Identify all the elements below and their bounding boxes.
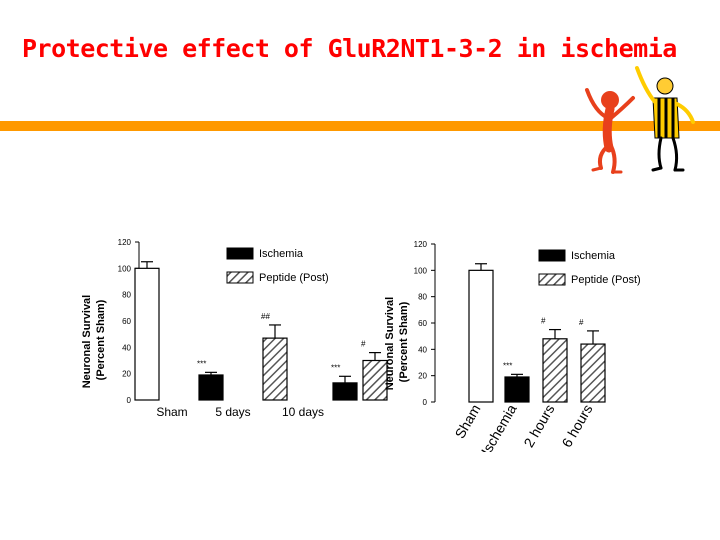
y-axis-label: Neuronal Survival (Percent Sham): [81, 292, 107, 389]
legend-swatch: [226, 247, 254, 260]
significance-mark: ***: [503, 361, 512, 370]
x-tick-label: 10 days: [282, 405, 324, 419]
y-tick-label: 20: [418, 372, 427, 381]
bar: [580, 343, 606, 403]
chart-5-10-days: Neuronal Survival (Percent Sham) 0 20 40 60…: [81, 238, 388, 419]
significance-mark: ***: [331, 363, 340, 372]
bar: [134, 267, 160, 401]
x-tick-label: Ischemia: [478, 401, 520, 452]
legend-label: Peptide (Post): [571, 274, 641, 286]
significance-mark: #: [579, 318, 584, 327]
slide-title: Protective effect of GluR2NT1-3-2 in isc…: [22, 34, 677, 63]
x-tick-label: Sham: [156, 405, 187, 419]
x-tick-label: 5 days: [215, 405, 250, 419]
x-tick-label: Sham: [451, 402, 483, 442]
y-tick-label: 60: [122, 317, 131, 326]
bar: [332, 382, 358, 401]
y-tick-label: 80: [122, 291, 131, 300]
legend-label: Peptide (Post): [259, 272, 329, 284]
legend-swatch: [538, 273, 566, 286]
bar: [504, 376, 530, 403]
significance-mark: #: [361, 340, 366, 349]
legend-swatch: [538, 249, 566, 262]
y-tick-label: 0: [423, 398, 428, 407]
significance-mark: ##: [261, 312, 270, 321]
y-tick-label: 120: [414, 240, 428, 249]
significance-mark: ***: [197, 359, 206, 368]
legend-label: Ischemia: [259, 248, 304, 260]
x-tick-label: 2 hours: [520, 402, 557, 450]
y-tick-label: 0: [127, 396, 132, 405]
significance-mark: #: [541, 317, 546, 326]
legend-label: Ischemia: [571, 250, 616, 262]
y-tick-label: 20: [122, 370, 131, 379]
y-tick-label: 40: [418, 345, 427, 354]
bar: [542, 338, 568, 403]
cartoon-figures-icon: [585, 66, 695, 174]
y-tick-label: 60: [418, 319, 427, 328]
y-tick-label: 40: [122, 343, 131, 352]
bar: [198, 374, 224, 401]
bar: [362, 359, 388, 401]
y-tick-label: 80: [418, 293, 427, 302]
legend-swatch: [226, 271, 254, 284]
chart-time-course: Neuronal Survival (Percent Sham) 0 20 40 60…: [385, 240, 641, 452]
bar: [262, 337, 288, 401]
y-axis-label: Neuronal Survival (Percent Sham): [385, 294, 410, 391]
y-tick-label: 120: [118, 238, 132, 247]
y-tick-label: 100: [414, 266, 428, 275]
x-tick-label: 6 hours: [558, 402, 595, 450]
title-accent-bar: [0, 121, 720, 131]
y-tick-label: 100: [118, 264, 132, 273]
bar: [468, 269, 494, 403]
